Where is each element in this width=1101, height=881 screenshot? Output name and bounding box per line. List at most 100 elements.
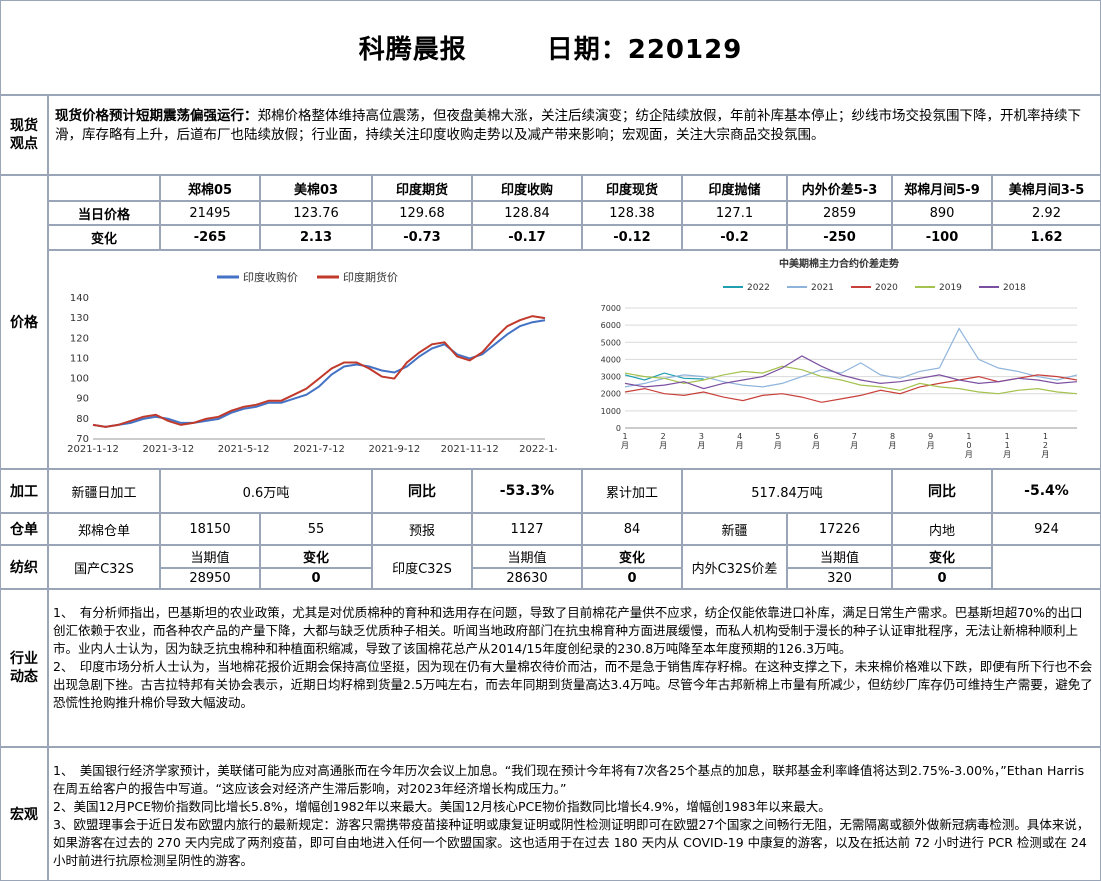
- tx-s-val-text: 320: [827, 571, 852, 586]
- yoy-value-text: -53.3%: [499, 483, 555, 499]
- y-tick-label: 130: [70, 313, 89, 324]
- price-today-value: 128.84: [472, 201, 582, 225]
- tx-i-chg-label-text: 变化: [618, 551, 645, 566]
- legend-label: 2020: [875, 283, 898, 293]
- price-today-value-text: 128.38: [609, 205, 655, 221]
- price-col-header: 美棉03: [260, 175, 372, 201]
- cum-label-text: 累计加工: [605, 485, 658, 501]
- tx-spread-text: 内外C32S价差: [691, 561, 778, 577]
- wh-c4: 预报: [372, 513, 472, 545]
- price-today-value-text: 2.92: [1032, 205, 1061, 221]
- tx-empty: [992, 545, 1101, 589]
- y-tick-label: 7000: [601, 304, 621, 313]
- price-col-header-text: 印度收购: [500, 182, 553, 198]
- wh-c9-text: 内地: [928, 523, 955, 539]
- wh-c8: 17226: [787, 513, 892, 545]
- yoy2-label: 同比: [892, 469, 992, 513]
- wh-c3-text: 55: [307, 521, 325, 537]
- price-today-value: 2.92: [992, 201, 1101, 225]
- series-line-2022: [624, 372, 704, 381]
- y-tick-label: 90: [76, 394, 89, 405]
- price-corner: [48, 175, 160, 201]
- tx-s-chg-label-text: 变化: [928, 551, 955, 566]
- xj-label-text: 新疆日加工: [71, 485, 137, 501]
- price-today-value-text: 129.68: [399, 205, 445, 221]
- y-tick-label: 3000: [601, 373, 621, 382]
- price-change-value: 2.13: [260, 225, 372, 250]
- macro-label: 宏观: [0, 747, 48, 881]
- tx-d-chg-label: 变化: [260, 545, 372, 568]
- tx-india: 印度C32S: [372, 545, 472, 589]
- price-change-value: -0.17: [472, 225, 582, 250]
- price-change-value-text: -0.12: [613, 230, 651, 245]
- processing-label: 加工: [0, 469, 48, 513]
- legend-label: 2018: [1003, 283, 1026, 293]
- tx-d-chg-text: 0: [311, 571, 321, 586]
- price-change-label: 变化: [48, 225, 160, 250]
- price-change-value-text: 2.13: [299, 230, 333, 245]
- chart-title: 中美期棉主力合约价差走势: [779, 257, 899, 270]
- warehouse-label: 仓单: [0, 513, 48, 545]
- tx-s-chg-text: 0: [937, 571, 947, 586]
- y-tick-label: 120: [70, 333, 89, 344]
- charts-panel: 印度收购价 印度期货价 70 80 90 100 110 120 130 140 2021-1-12…: [48, 250, 1101, 469]
- xj-label: 新疆日加工: [48, 469, 160, 513]
- report-title: 科腾晨报: [358, 35, 467, 65]
- legend-label: 印度期货价: [343, 270, 398, 284]
- price-change-value: 1.62: [992, 225, 1101, 250]
- legend-label: 2019: [939, 283, 962, 293]
- y-tick-label: 70: [76, 434, 89, 445]
- wh-c1-text: 郑棉仓单: [77, 523, 130, 539]
- y-tick-label: 110: [70, 353, 89, 364]
- y-tick-label: 1000: [601, 407, 621, 416]
- tx-i-val: 28630: [472, 568, 582, 589]
- y-tick-label: 80: [76, 414, 89, 425]
- y-tick-label: 6000: [601, 321, 621, 330]
- spot-body: 郑棉价格整体维持高位震荡，但夜盘美棉大涨，关注后续演变；纺企陆续放假，年前补库基…: [55, 108, 1081, 143]
- price-col-header-text: 内外价差5-3: [801, 182, 878, 198]
- price-change-value-text: -0.2: [720, 230, 749, 245]
- wh-c6: 84: [582, 513, 682, 545]
- cum-label: 累计加工: [582, 469, 682, 513]
- tx-i-cur-label-text: 当期值: [507, 551, 547, 566]
- x-tick-label: 2022-1-12: [519, 444, 557, 455]
- price-change-value-text: -0.17: [508, 230, 546, 245]
- wh-c6-text: 84: [623, 521, 641, 537]
- wh-c7: 新疆: [682, 513, 787, 545]
- macro-text: 1、 美国银行经济学家预计，美联储可能为应对高通胀而在今年历次会议上加息。“我们…: [48, 747, 1101, 881]
- x-tick-label: 2021-3-12: [142, 444, 194, 455]
- price-col-header-text: 郑棉05: [187, 182, 233, 198]
- industry-text: 1、 有分析师指出，巴基斯坦的农业政策，尤其是对优质棉种的育种和选用存在问题，导…: [48, 589, 1101, 747]
- price-change-value-text: -265: [193, 230, 227, 245]
- price-label: 价格: [0, 175, 48, 469]
- tx-s-chg-label: 变化: [892, 545, 992, 568]
- report-date: 日期：220129: [546, 35, 743, 65]
- tx-india-text: 印度C32S: [392, 561, 452, 577]
- price-col-header-text: 印度现货: [605, 182, 658, 198]
- wh-c10-text: 924: [1034, 521, 1059, 537]
- y-tick-label: 2000: [601, 390, 621, 399]
- price-today-value-text: 128.84: [504, 205, 550, 221]
- price-today-value: 890: [892, 201, 992, 225]
- legend-label: 2021: [811, 283, 834, 293]
- macro-p2: 2、美国12月PCE物价指数同比增长5.8%，增幅创1982年以来最大。美国12…: [53, 799, 831, 814]
- price-col-header-text: 印度期货: [395, 182, 448, 198]
- price-col-header: 印度抛储: [682, 175, 787, 201]
- macro-p1: 1、 美国银行经济学家预计，美联储可能为应对高通胀而在今年历次会议上加息。“我们…: [53, 763, 1085, 796]
- y-tick-label: 140: [70, 293, 89, 304]
- price-change-value-text: 1.62: [1030, 230, 1063, 245]
- tx-i-val-text: 28630: [506, 571, 548, 586]
- wh-c2: 18150: [160, 513, 260, 545]
- report-header: 科腾晨报 日期：220129: [0, 0, 1101, 95]
- xj-value-text: 0.6万吨: [242, 485, 290, 501]
- y-tick-label: 0: [616, 424, 621, 433]
- price-change-label-text: 变化: [90, 232, 117, 247]
- tx-d-val: 28950: [160, 568, 260, 589]
- price-col-header-text: 印度抛储: [708, 182, 761, 198]
- tx-i-chg-text: 0: [627, 571, 637, 586]
- warehouse-label-text: 仓单: [10, 522, 38, 538]
